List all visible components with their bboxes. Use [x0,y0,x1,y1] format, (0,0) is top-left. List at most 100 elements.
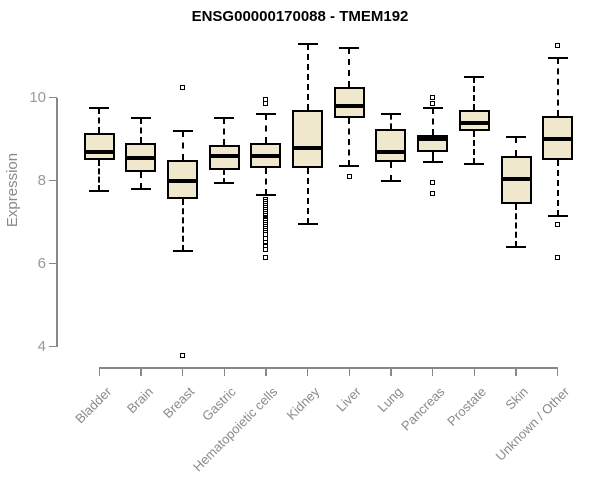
outlier-point-breast [180,352,186,358]
x-tick [348,367,351,377]
whisker-upper-skin [515,137,517,156]
x-tick-label: Skin [502,384,531,413]
boxplot-box-liver [333,87,365,119]
whisker-cap-high-gastric [214,117,235,120]
boxplot-median-unknown-other [542,137,574,142]
y-tick [49,262,57,265]
whisker-lower-gastric [223,170,226,183]
whisker-lower-pancreas [431,151,434,163]
outlier-point-unknown-other [555,221,561,227]
y-tick [49,179,57,182]
whisker-upper-gastric [223,118,226,146]
whisker-cap-high-kidney [297,42,318,45]
outlier-point-hematopoietic-cells [263,101,269,107]
whisker-cap-high-unknown-other [547,57,568,60]
whisker-upper-pancreas [431,108,434,136]
y-tick [49,345,57,348]
whisker-cap-high-hematopoietic-cells [255,113,276,116]
whisker-cap-high-bladder [89,107,110,110]
whisker-cap-low-unknown-other [547,214,568,217]
x-tick-label: Brain [123,384,156,417]
whisker-lower-prostate [473,130,476,165]
boxplot-median-pancreas [417,137,449,142]
whisker-upper-liver [348,47,351,88]
whisker-upper-unknown-other [556,58,559,117]
boxplot-median-kidney [292,145,324,150]
x-tick [223,367,226,377]
x-tick-label: Pancreas [397,384,448,434]
whisker-cap-low-prostate [464,163,485,166]
whisker-lower-kidney [306,168,309,225]
whisker-cap-low-bladder [89,190,110,193]
whisker-lower-bladder [98,159,101,192]
x-tick-label: Prostate [444,384,489,429]
outlier-point-hematopoietic-cells [263,246,269,252]
boxplot-box-gastric [208,145,240,171]
boxplot-median-brain [125,155,157,160]
chart-title: ENSG00000170088 - TMEM192 [191,8,409,25]
x-tick-label: Kidney [283,384,323,423]
y-tick-label: 6 [37,254,46,272]
outlier-point-unknown-other [555,43,561,49]
y-tick [49,96,57,99]
boxplot-box-prostate [458,110,490,131]
boxplot-median-bladder [83,149,115,154]
outlier-point-unknown-other [555,254,561,260]
boxplot-median-liver [333,104,365,108]
y-tick-label: 10 [29,88,46,106]
x-tick [181,367,184,377]
x-tick-label: Unknown / Other [492,384,573,464]
y-tick-label: 8 [37,171,46,189]
whisker-lower-liver [348,118,351,167]
boxplot-median-lung [375,149,407,154]
boxplot-box-lung [375,128,407,162]
whisker-lower-brain [139,172,142,189]
whisker-cap-low-kidney [297,223,318,226]
x-tick [556,367,559,377]
whisker-upper-prostate [473,76,476,111]
x-tick-label: Bladder [71,384,114,427]
whisker-upper-breast [181,130,184,160]
whisker-upper-lung [389,114,392,129]
outlier-point-hematopoietic-cells [263,254,269,260]
whisker-lower-hematopoietic-cells [264,168,267,196]
x-tick [265,367,267,377]
whisker-upper-brain [139,118,142,144]
whisker-cap-high-pancreas [422,107,443,110]
boxplot-box-bladder [83,132,115,160]
whisker-cap-high-prostate [464,75,485,78]
whisker-upper-bladder [98,108,101,133]
boxplot-median-hematopoietic-cells [250,153,282,158]
x-tick [390,367,392,377]
whisker-lower-breast [181,199,184,252]
x-tick-label: Liver [333,384,364,415]
whisker-lower-lung [389,162,392,181]
whisker-upper-hematopoietic-cells [264,114,267,144]
whisker-cap-low-hematopoietic-cells [255,194,276,197]
whisker-cap-low-breast [172,250,193,253]
whisker-upper-kidney [306,43,309,111]
outlier-point-pancreas [430,101,436,107]
whisker-cap-high-lung [380,113,401,116]
x-tick [473,367,476,377]
whisker-cap-low-liver [339,165,360,168]
whisker-cap-low-skin [506,246,526,249]
y-axis-line [56,97,58,347]
whisker-cap-low-brain [130,188,151,190]
x-tick [306,367,309,377]
boxplot-median-skin [500,176,532,181]
outlier-point-breast [180,84,186,90]
x-tick-label: Lung [374,384,406,416]
whisker-cap-high-skin [506,136,526,139]
whisker-cap-high-liver [339,46,360,49]
whisker-cap-low-lung [380,179,401,182]
x-tick [431,367,434,377]
y-axis-title: Expression [4,152,21,228]
boxplot-box-kidney [292,110,324,169]
boxplot-median-breast [167,178,199,183]
x-axis-line [99,367,558,369]
whisker-cap-high-breast [172,129,193,132]
outlier-point-liver [346,174,352,180]
whisker-cap-low-pancreas [422,161,443,164]
